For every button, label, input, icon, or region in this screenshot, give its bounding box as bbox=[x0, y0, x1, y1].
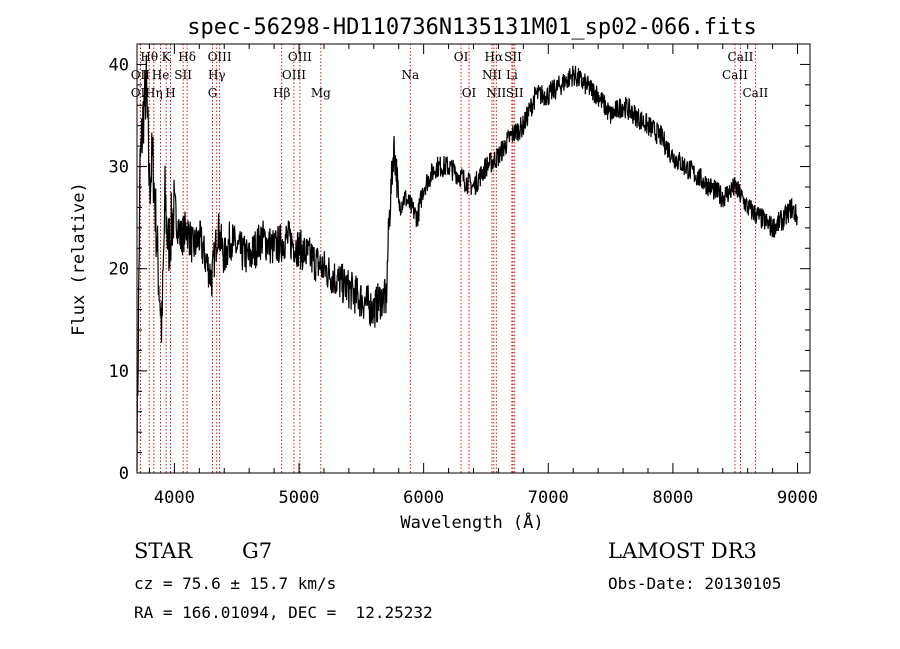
spectral-line-label: H bbox=[165, 86, 175, 100]
plot-frame bbox=[136, 43, 811, 474]
spectral-line-label: Hθ bbox=[140, 50, 158, 64]
x-axis-label: Wavelength (Å) bbox=[400, 511, 543, 533]
y-tick-label: 40 bbox=[109, 55, 129, 75]
spectral-line-label: OIII bbox=[288, 50, 312, 64]
x-tick-label: 9000 bbox=[777, 488, 818, 508]
object-subclass: G7 bbox=[242, 539, 273, 563]
spectral-line-label: NII bbox=[486, 86, 506, 100]
survey-name: LAMOST DR3 bbox=[608, 539, 757, 563]
x-tick-label: 8000 bbox=[652, 488, 693, 508]
spectral-line-label: SII bbox=[174, 68, 192, 82]
y-tick-label: 0 bbox=[119, 464, 129, 484]
spectral-line-label: G bbox=[208, 86, 218, 100]
spectral-line-label: OIII bbox=[282, 68, 306, 82]
spectral-line-markers bbox=[139, 44, 756, 473]
spectral-line-label: CaII bbox=[742, 86, 768, 100]
x-tick-label: 4000 bbox=[154, 488, 195, 508]
spectral-line-label: NII bbox=[482, 68, 502, 82]
coordinates: RA = 166.01094, DEC = 12.25232 bbox=[134, 603, 433, 622]
spectral-line-label: He bbox=[152, 68, 170, 82]
spectral-line-label: Hα bbox=[485, 50, 504, 64]
x-axis-ticks: 4000 5000 6000 7000 8000 9000 bbox=[148, 44, 818, 508]
redshift-velocity: cz = 75.6 ± 15.7 km/s bbox=[134, 574, 337, 593]
spectral-line-label: Hη bbox=[145, 86, 163, 100]
spectral-line-label: SII bbox=[506, 86, 524, 100]
spectral-line-label: Mg bbox=[311, 86, 331, 100]
x-tick-label: 7000 bbox=[528, 488, 569, 508]
spectral-line-label: SII bbox=[504, 50, 522, 64]
spectral-line-label: OI bbox=[462, 86, 477, 100]
y-axis-label: Flux (relative) bbox=[69, 182, 89, 336]
spectral-line-label: CaII bbox=[728, 50, 754, 64]
spectral-line-label: Li bbox=[506, 68, 518, 82]
spectral-line-label: OII bbox=[131, 68, 151, 82]
spectral-line-label: Hδ bbox=[178, 50, 196, 64]
y-axis-ticks: 0 10 20 30 40 bbox=[109, 43, 810, 484]
spectral-line-label: K bbox=[162, 50, 172, 64]
y-tick-label: 30 bbox=[109, 158, 129, 178]
spectral-line-label: Hβ bbox=[273, 86, 290, 100]
observation-date: Obs-Date: 20130105 bbox=[608, 574, 782, 593]
spectral-line-label: Na bbox=[401, 68, 419, 82]
chart-title: spec-56298-HD110736N135131M01_sp02-066.f… bbox=[187, 15, 757, 40]
spectral-line-label: Hγ bbox=[208, 68, 226, 82]
y-tick-label: 20 bbox=[109, 260, 129, 280]
spectrum-line bbox=[136, 54, 799, 472]
object-class: STAR bbox=[134, 539, 193, 563]
spectral-line-label: OI bbox=[454, 50, 469, 64]
x-tick-label: 5000 bbox=[279, 488, 320, 508]
x-tick-label: 6000 bbox=[403, 488, 444, 508]
spectral-line-label: CaII bbox=[722, 68, 748, 82]
spectral-line-label: OIII bbox=[208, 50, 232, 64]
y-tick-label: 10 bbox=[109, 362, 129, 382]
